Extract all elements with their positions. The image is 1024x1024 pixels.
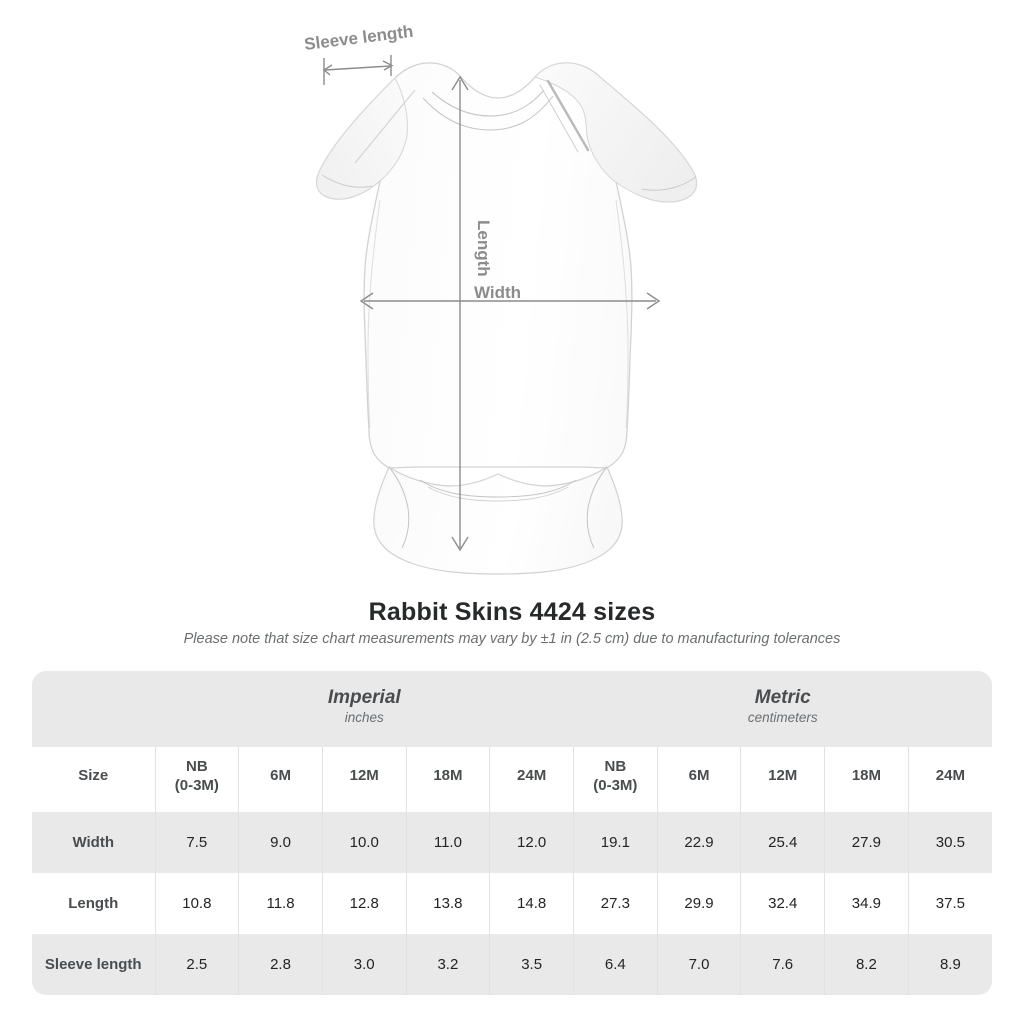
svg-text:Width: Width [474,283,521,302]
svg-text:Length: Length [474,220,493,277]
svg-text:Sleeve length: Sleeve length [303,22,414,54]
